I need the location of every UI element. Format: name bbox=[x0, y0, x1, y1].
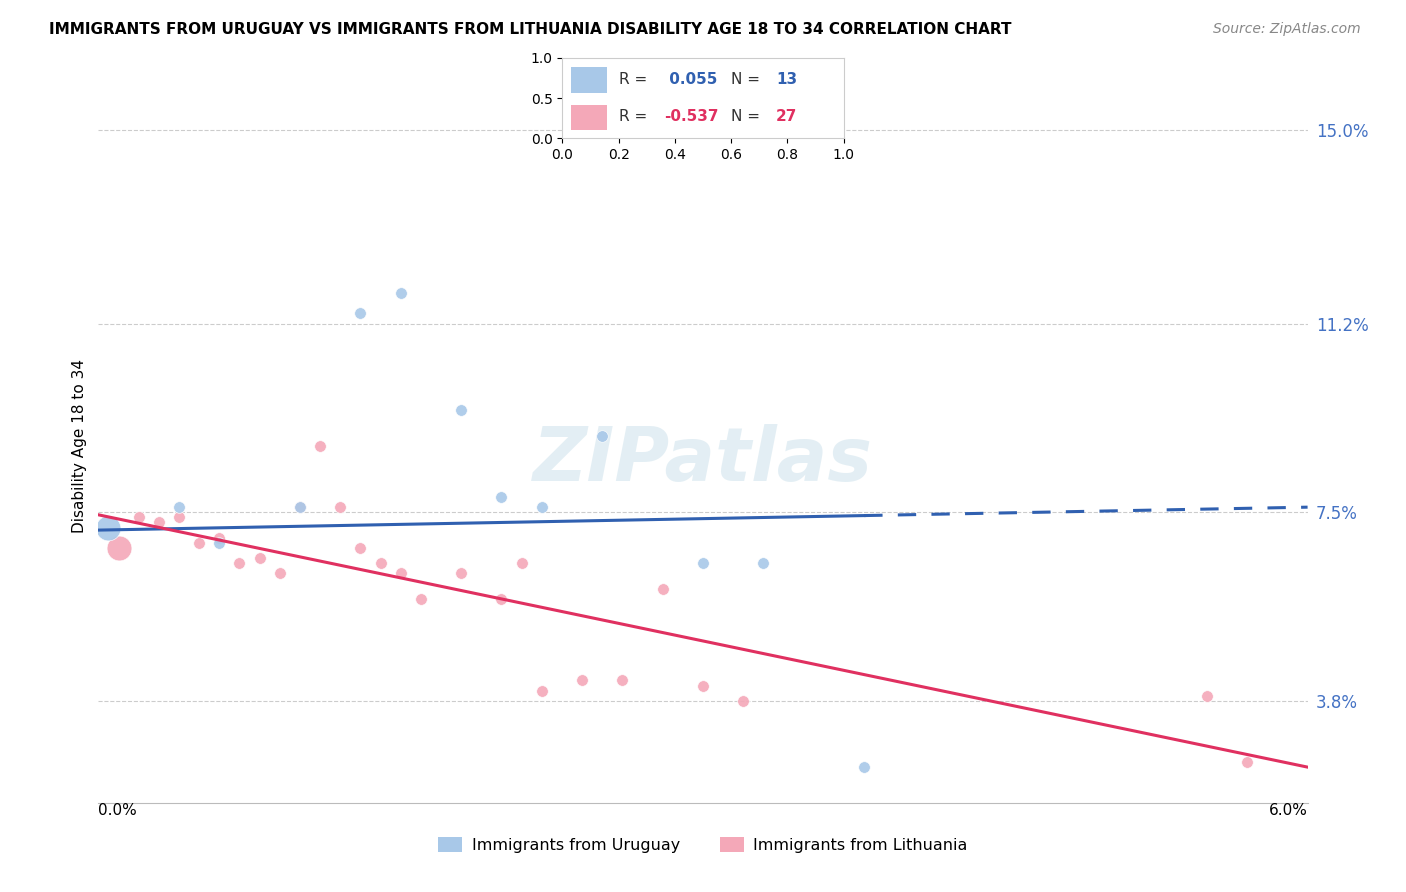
Point bbox=[692, 679, 714, 693]
Point bbox=[107, 541, 129, 555]
Point bbox=[853, 760, 876, 774]
Text: IMMIGRANTS FROM URUGUAY VS IMMIGRANTS FROM LITHUANIA DISABILITY AGE 18 TO 34 COR: IMMIGRANTS FROM URUGUAY VS IMMIGRANTS FR… bbox=[49, 22, 1012, 37]
Point bbox=[349, 306, 371, 320]
Point bbox=[269, 566, 291, 581]
Point bbox=[208, 536, 231, 550]
Text: -0.537: -0.537 bbox=[664, 109, 718, 124]
Point bbox=[591, 429, 613, 443]
Text: Source: ZipAtlas.com: Source: ZipAtlas.com bbox=[1213, 22, 1361, 37]
Point bbox=[370, 556, 392, 570]
Point bbox=[530, 500, 553, 515]
Point bbox=[733, 694, 755, 708]
Point bbox=[491, 490, 513, 504]
Text: N =: N = bbox=[731, 109, 765, 124]
Point bbox=[571, 673, 593, 688]
Point bbox=[389, 566, 412, 581]
Text: 0.0%: 0.0% bbox=[98, 803, 138, 818]
Point bbox=[530, 683, 553, 698]
Text: ZIPatlas: ZIPatlas bbox=[533, 424, 873, 497]
Point bbox=[148, 516, 170, 530]
Point bbox=[97, 520, 120, 534]
Legend: Immigrants from Uruguay, Immigrants from Lithuania: Immigrants from Uruguay, Immigrants from… bbox=[432, 830, 974, 859]
Point bbox=[288, 500, 311, 515]
Point bbox=[752, 556, 775, 570]
Text: 27: 27 bbox=[776, 109, 797, 124]
Point bbox=[651, 582, 673, 596]
Point bbox=[288, 500, 311, 515]
Point bbox=[389, 286, 412, 301]
Point bbox=[228, 556, 250, 570]
Point bbox=[349, 541, 371, 555]
Point bbox=[692, 556, 714, 570]
Text: R =: R = bbox=[619, 109, 652, 124]
Point bbox=[167, 500, 190, 515]
Point bbox=[1195, 689, 1218, 703]
Y-axis label: Disability Age 18 to 34: Disability Age 18 to 34 bbox=[72, 359, 87, 533]
Point bbox=[167, 510, 190, 524]
Point bbox=[249, 551, 271, 566]
Text: 13: 13 bbox=[776, 72, 797, 87]
Point bbox=[491, 591, 513, 606]
Point bbox=[1236, 755, 1258, 769]
Text: R =: R = bbox=[619, 72, 652, 87]
Point bbox=[128, 510, 150, 524]
Point bbox=[450, 403, 472, 417]
Text: 0.055: 0.055 bbox=[664, 72, 717, 87]
Point bbox=[188, 536, 211, 550]
Point bbox=[309, 439, 332, 453]
Bar bbox=[571, 104, 607, 130]
Text: 6.0%: 6.0% bbox=[1268, 803, 1308, 818]
Point bbox=[329, 500, 352, 515]
Point bbox=[208, 531, 231, 545]
Point bbox=[612, 673, 634, 688]
Point bbox=[450, 566, 472, 581]
Point bbox=[510, 556, 533, 570]
Bar bbox=[571, 67, 607, 93]
Text: N =: N = bbox=[731, 72, 765, 87]
Point bbox=[409, 591, 432, 606]
